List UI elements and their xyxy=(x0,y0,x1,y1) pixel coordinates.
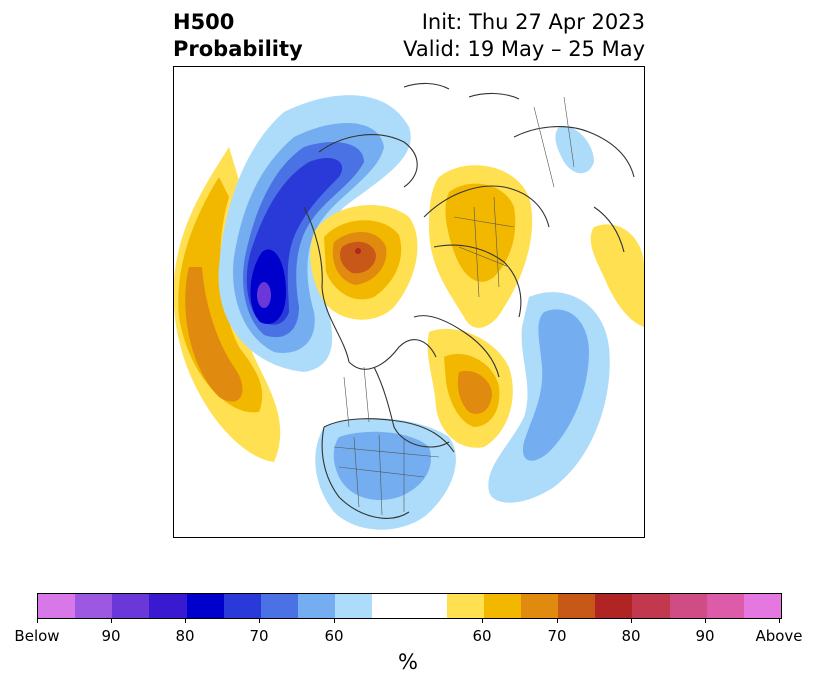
east-edge-patches xyxy=(555,126,644,327)
colorbar-tick-mark xyxy=(185,618,186,623)
probability-map xyxy=(173,66,645,538)
atlantic-above-anomaly xyxy=(427,328,513,448)
date-info: Init: Thu 27 Apr 2023 Valid: 19 May – 25… xyxy=(403,9,645,63)
colorbar-tick-label: Below xyxy=(14,627,60,645)
colorbar-swatch xyxy=(706,594,744,618)
colorbar-tick-label: 60 xyxy=(472,627,492,645)
colorbar-swatch xyxy=(446,594,484,618)
north-america-below-anomaly xyxy=(315,418,456,530)
colorbar-tick-label: 60 xyxy=(324,627,344,645)
colorbar-swatch xyxy=(483,594,522,618)
colorbar-tick-mark xyxy=(259,618,260,623)
colorbar-tick-mark xyxy=(779,618,780,623)
eurasia-above-anomaly xyxy=(429,165,533,328)
colorbar-tick-mark xyxy=(705,618,706,623)
colorbar-tick-mark xyxy=(557,618,558,623)
siberia-above-anomaly xyxy=(310,205,418,320)
colorbar-swatch xyxy=(743,594,782,618)
colorbar-neutral xyxy=(372,594,447,618)
colorbar-swatch xyxy=(223,594,261,618)
colorbar-swatch xyxy=(558,594,596,618)
colorbar-swatch xyxy=(632,594,670,618)
map-canvas xyxy=(174,82,644,530)
colorbar-swatch xyxy=(112,594,150,618)
valid-range: Valid: 19 May – 25 May xyxy=(403,37,645,61)
map-title: H500 Probability xyxy=(173,9,303,63)
colorbar-swatch xyxy=(521,594,559,618)
colorbar-tick-label: 90 xyxy=(695,627,715,645)
colorbar-tick-mark xyxy=(334,618,335,623)
colorbar-tick-label: Above xyxy=(755,627,803,645)
colorbar-tick-mark xyxy=(482,618,483,623)
colorbar-swatch xyxy=(669,594,707,618)
colorbar-swatch xyxy=(298,594,336,618)
atlantic-below-anomaly xyxy=(488,292,610,503)
colorbar-swatch xyxy=(149,594,187,618)
colorbar-tick-mark xyxy=(37,618,38,623)
colorbar-swatch xyxy=(75,594,113,618)
colorbar-swatch xyxy=(186,594,224,618)
colorbar-swatch xyxy=(260,594,299,618)
colorbar-tick-label: 80 xyxy=(175,627,195,645)
colorbar-tick-mark xyxy=(111,618,112,623)
title-line-1: H500 xyxy=(173,10,235,34)
colorbar-swatch xyxy=(38,594,76,618)
colorbar-tick-mark xyxy=(631,618,632,623)
colorbar-swatch xyxy=(335,594,373,618)
colorbar-swatch xyxy=(595,594,633,618)
colorbar-tick-label: 70 xyxy=(547,627,567,645)
borders xyxy=(333,96,575,516)
coastlines xyxy=(303,82,635,519)
title-line-2: Probability xyxy=(173,37,303,61)
colorbar-tick-label: 90 xyxy=(101,627,121,645)
colorbar-unit: % xyxy=(398,650,418,674)
colorbar xyxy=(37,593,782,619)
init-date: Init: Thu 27 Apr 2023 xyxy=(421,10,645,34)
colorbar-tick-label: 70 xyxy=(249,627,269,645)
colorbar-tick-label: 80 xyxy=(621,627,641,645)
